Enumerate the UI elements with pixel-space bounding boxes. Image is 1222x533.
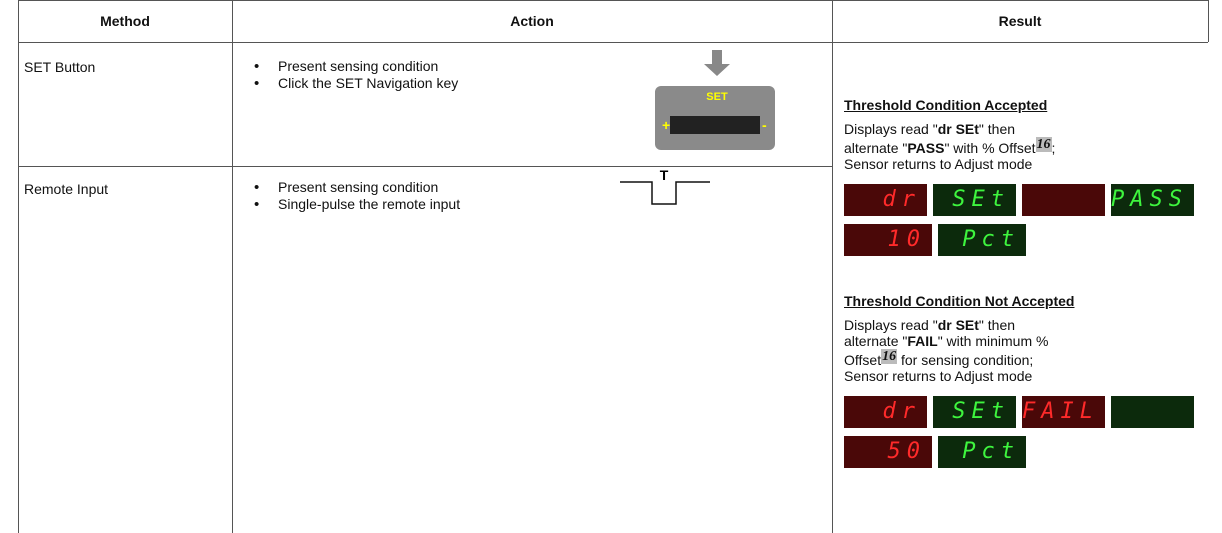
text-run: dr SEt: [937, 317, 979, 333]
header-cell: Method: [100, 13, 150, 29]
key-minus: -: [762, 117, 767, 133]
pulse-diagram: T: [620, 170, 710, 205]
result-heading: Threshold Condition Not Accepted: [844, 293, 1075, 309]
display-row: 50 Pct: [844, 436, 1194, 468]
text-run: ; Sensor returns to Adjust mode: [844, 140, 1056, 172]
result-block: Threshold Condition Accepted Displays rea…: [844, 97, 1194, 264]
text-run: Displays read ": [844, 121, 938, 137]
led-display: SEt: [933, 184, 1016, 216]
result-heading: Threshold Condition Accepted: [844, 97, 1048, 113]
display-row: 10 Pct: [844, 224, 1194, 256]
text-run: for sensing condition; Sensor returns to…: [844, 352, 1034, 384]
led-display: [1022, 184, 1105, 216]
led-display: PASS: [1111, 184, 1194, 216]
border: [832, 0, 833, 533]
method: Remote Input: [24, 181, 109, 197]
led-display: 50: [844, 436, 932, 468]
led-display: Pct: [938, 436, 1026, 468]
action-list: Present sensing conditionClick the SET N…: [252, 58, 458, 92]
border: [1208, 0, 1209, 42]
text-run: PASS: [907, 140, 945, 156]
border: [18, 166, 832, 167]
pulse-label: T: [660, 170, 669, 183]
text-run: " then alternate ": [844, 121, 1016, 156]
display-row: dr SEt PASS: [844, 184, 1194, 216]
led-display: Pct: [938, 224, 1026, 256]
header-cell: Action: [510, 13, 554, 29]
text-run: FAIL: [907, 333, 938, 349]
led-display: 10: [844, 224, 932, 256]
result-text: Displays read "dr SEt" then alternate "P…: [844, 121, 1059, 172]
led-display: dr: [844, 396, 927, 428]
action-item: Present sensing condition: [252, 58, 458, 75]
text-run: " with minimum % Offset: [844, 333, 1049, 368]
border: [232, 0, 233, 533]
method: SET Button: [24, 59, 96, 75]
text-run: " then alternate ": [844, 317, 1016, 349]
led-display: FAIL: [1022, 396, 1105, 428]
text-run: Displays read ": [844, 317, 938, 333]
led-display: SEt: [933, 396, 1016, 428]
action-item: Click the SET Navigation key: [252, 75, 458, 92]
key-label: SET: [706, 91, 728, 103]
set-key-icon: SET + -: [655, 50, 775, 150]
key-plus: +: [662, 117, 670, 133]
action-item: Single-pulse the remote input: [252, 196, 460, 213]
header-cell: Result: [998, 13, 1042, 29]
result-block: Threshold Condition Not Accepted Displays…: [844, 293, 1194, 476]
border: [18, 42, 1208, 43]
result-text: Displays read "dr SEt" then alternate "F…: [844, 317, 1059, 384]
text-run: " with % Offset: [944, 140, 1036, 156]
action-list: Present sensing conditionSingle-pulse th…: [252, 179, 460, 213]
border: [18, 0, 19, 533]
footnote-ref: 16: [1035, 137, 1052, 152]
footnote-ref: 16: [881, 349, 898, 364]
border: [18, 0, 1208, 1]
led-display: [1111, 396, 1194, 428]
text-run: dr SEt: [937, 121, 979, 137]
led-display: dr: [844, 184, 927, 216]
action-item: Present sensing condition: [252, 179, 460, 196]
display-row: dr SEt FAIL: [844, 396, 1194, 428]
